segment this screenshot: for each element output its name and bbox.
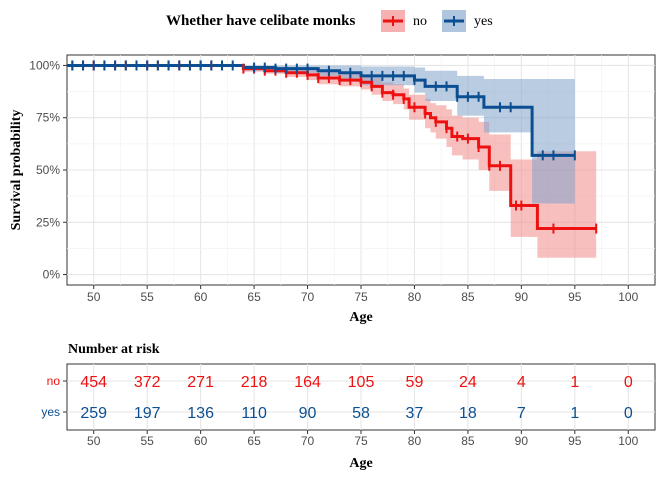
x-tick-label: 50 (87, 290, 101, 304)
censor-marks (71, 60, 598, 234)
x-tick-label: 95 (568, 290, 582, 304)
x-tick-label: 85 (461, 290, 475, 304)
risk-count-yes: 259 (80, 405, 107, 422)
risk-count-no: 24 (459, 374, 477, 391)
ci-band-yes (67, 65, 575, 204)
risk-count-yes: 136 (187, 405, 214, 422)
risk-count-no: 59 (406, 374, 424, 391)
risk-cells: 454 372 271 218 164 105 59 24 4 1 0 259 197 136 110 90 5… (80, 374, 632, 422)
risk-count-no: 1 (570, 374, 579, 391)
x-axis-ticks: 50 55 60 65 70 75 80 85 90 95 100 (87, 285, 639, 304)
risk-x-tick-label: 100 (618, 434, 638, 448)
x-tick-label: 80 (408, 290, 422, 304)
risk-count-yes: 1 (570, 405, 579, 422)
risk-x-tick-label: 50 (87, 434, 101, 448)
risk-count-no: 372 (134, 374, 161, 391)
risk-row-label-no: no (47, 374, 61, 388)
x-tick-label: 60 (194, 290, 208, 304)
risk-x-axis-label: Age (349, 456, 372, 471)
risk-row-labels: no yes (41, 374, 67, 419)
legend: Whether have celibate monks no yes (166, 10, 493, 32)
y-tick-label: 100% (29, 58, 60, 72)
risk-count-no: 105 (348, 374, 375, 391)
x-tick-label: 55 (141, 290, 155, 304)
risk-count-no: 454 (80, 374, 107, 391)
risk-count-no: 164 (294, 374, 321, 391)
risk-x-tick-label: 95 (568, 434, 582, 448)
risk-x-ticks: 50 55 60 65 70 75 80 85 90 95 100 (87, 430, 639, 448)
risk-x-tick-label: 75 (354, 434, 368, 448)
legend-title: Whether have celibate monks (166, 13, 355, 29)
x-tick-label: 75 (354, 290, 368, 304)
risk-count-yes: 37 (406, 405, 424, 422)
risk-table: Number at risk 454 372 271 218 164 105 59 24 4 1 0… (41, 342, 656, 471)
risk-x-tick-label: 80 (408, 434, 422, 448)
risk-count-yes: 7 (517, 405, 526, 422)
risk-x-tick-label: 70 (301, 434, 315, 448)
risk-count-yes: 110 (241, 405, 267, 422)
y-tick-label: 50% (36, 163, 60, 177)
risk-table-title: Number at risk (68, 342, 160, 357)
risk-x-tick-label: 90 (515, 434, 529, 448)
risk-x-tick-label: 85 (461, 434, 475, 448)
risk-row-label-yes: yes (41, 405, 60, 419)
risk-count-yes: 0 (624, 405, 633, 422)
risk-count-yes: 197 (134, 405, 161, 422)
y-tick-label: 25% (36, 215, 60, 229)
y-tick-label: 0% (43, 268, 61, 282)
legend-label-yes: yes (474, 14, 493, 29)
x-tick-label: 100 (618, 290, 638, 304)
risk-x-tick-label: 55 (141, 434, 155, 448)
risk-x-tick-label: 65 (247, 434, 261, 448)
risk-x-tick-label: 60 (194, 434, 208, 448)
risk-count-yes: 90 (299, 405, 317, 422)
risk-count-yes: 58 (352, 405, 370, 422)
y-axis-ticks: 0% 25% 50% 75% 100% (29, 58, 67, 282)
legend-label-no: no (413, 14, 427, 29)
risk-count-no: 218 (241, 374, 268, 391)
y-tick-label: 75% (36, 111, 60, 125)
x-tick-label: 65 (247, 290, 261, 304)
y-axis-label: Survival probability (9, 110, 24, 231)
risk-count-yes: 18 (459, 405, 477, 422)
risk-count-no: 271 (187, 374, 214, 391)
x-tick-label: 90 (515, 290, 529, 304)
x-tick-label: 70 (301, 290, 315, 304)
survival-panel: 0%25%50%75%100% 50 55 60 65 70 75 80 85 90 95 100 … (9, 54, 656, 325)
risk-count-no: 4 (517, 374, 526, 391)
risk-count-no: 0 (624, 374, 633, 391)
x-axis-label: Age (349, 310, 372, 325)
risk-gridlines (67, 364, 655, 430)
